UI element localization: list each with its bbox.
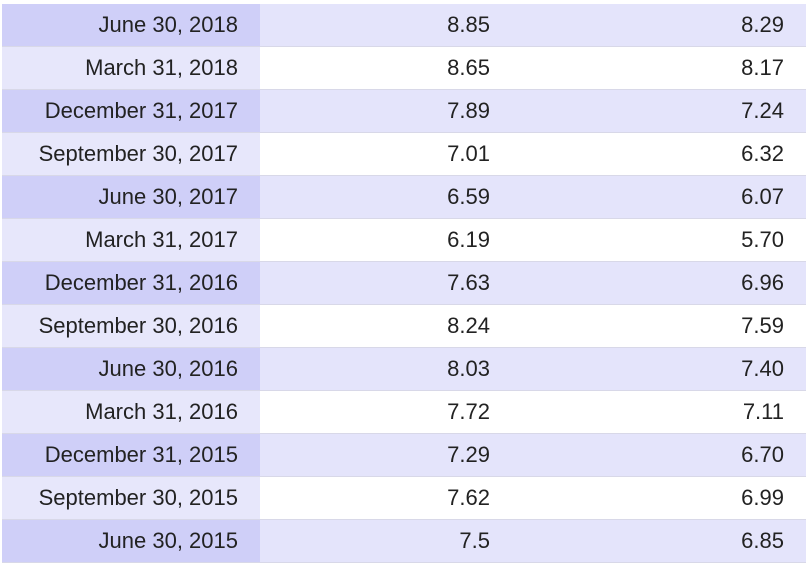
- date-cell: March 31, 2016: [2, 390, 260, 435]
- value-cell-1: 7.63: [260, 261, 492, 306]
- date-cell: September 30, 2016: [2, 304, 260, 349]
- value-cell-1: 7.29: [260, 433, 492, 478]
- value-cell-2: 7.11: [492, 390, 806, 435]
- value-cell-2: 6.96: [492, 261, 806, 306]
- date-cell: December 31, 2015: [2, 433, 260, 478]
- value-cell-1: 8.03: [260, 347, 492, 392]
- value-cell-2: 6.99: [492, 476, 806, 521]
- value-cell-2: 8.29: [492, 4, 806, 48]
- value-cell-2: 8.17: [492, 46, 806, 91]
- date-cell: December 31, 2016: [2, 261, 260, 306]
- table-row: December 31, 2017 7.89 7.24: [2, 89, 806, 134]
- table-row: September 30, 2016 8.24 7.59: [2, 304, 806, 349]
- value-cell-1: 7.89: [260, 89, 492, 134]
- table-row: September 30, 2015 7.62 6.99: [2, 476, 806, 521]
- date-cell: June 30, 2016: [2, 347, 260, 392]
- value-cell-1: 7.01: [260, 132, 492, 177]
- value-cell-1: 6.59: [260, 175, 492, 220]
- table-row: June 30, 2016 8.03 7.40: [2, 347, 806, 392]
- value-cell-1: 8.24: [260, 304, 492, 349]
- value-cell-2: 6.32: [492, 132, 806, 177]
- value-cell-1: 8.85: [260, 4, 492, 48]
- date-cell: March 31, 2018: [2, 46, 260, 91]
- value-cell-1: 8.65: [260, 46, 492, 91]
- table-row: March 31, 2017 6.19 5.70: [2, 218, 806, 263]
- value-cell-2: 7.59: [492, 304, 806, 349]
- value-cell-1: 7.72: [260, 390, 492, 435]
- table-row: June 30, 2017 6.59 6.07: [2, 175, 806, 220]
- date-cell: December 31, 2017: [2, 89, 260, 134]
- date-cell: September 30, 2015: [2, 476, 260, 521]
- table-row: June 30, 2018 8.85 8.29: [2, 4, 806, 48]
- table-row: September 30, 2017 7.01 6.32: [2, 132, 806, 177]
- value-cell-1: 7.62: [260, 476, 492, 521]
- table-row: June 30, 2015 7.5 6.85: [2, 519, 806, 564]
- value-cell-1: 7.5: [260, 519, 492, 564]
- table-row: December 31, 2015 7.29 6.70: [2, 433, 806, 478]
- date-cell: June 30, 2015: [2, 519, 260, 564]
- date-cell: September 30, 2017: [2, 132, 260, 177]
- value-cell-2: 7.24: [492, 89, 806, 134]
- value-cell-2: 5.70: [492, 218, 806, 263]
- value-cell-1: 6.19: [260, 218, 492, 263]
- date-cell: June 30, 2017: [2, 175, 260, 220]
- value-cell-2: 6.70: [492, 433, 806, 478]
- data-table-container: June 30, 2018 8.85 8.29 March 31, 2018 8…: [2, 4, 806, 564]
- value-cell-2: 7.40: [492, 347, 806, 392]
- table-row: March 31, 2016 7.72 7.11: [2, 390, 806, 435]
- value-cell-2: 6.85: [492, 519, 806, 564]
- table-row: March 31, 2018 8.65 8.17: [2, 46, 806, 91]
- table-row: December 31, 2016 7.63 6.96: [2, 261, 806, 306]
- date-cell: March 31, 2017: [2, 218, 260, 263]
- date-cell: June 30, 2018: [2, 4, 260, 48]
- data-table: June 30, 2018 8.85 8.29 March 31, 2018 8…: [2, 4, 806, 564]
- value-cell-2: 6.07: [492, 175, 806, 220]
